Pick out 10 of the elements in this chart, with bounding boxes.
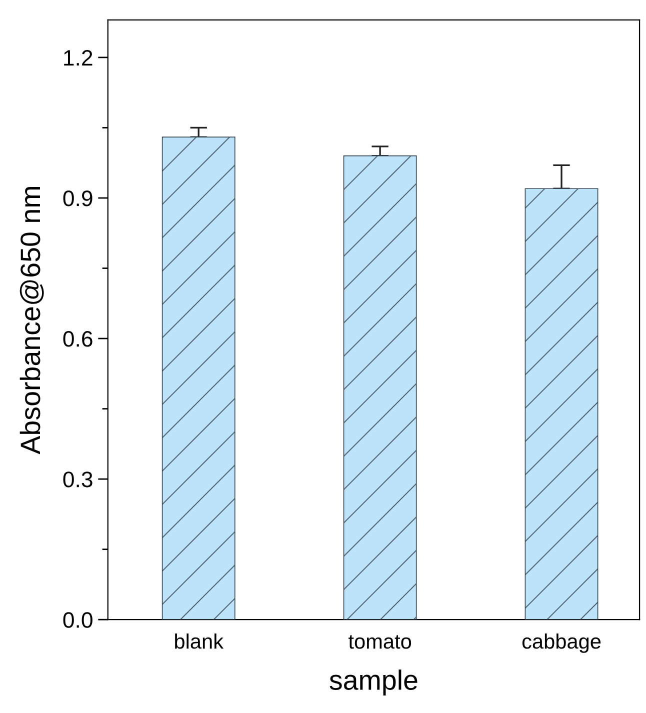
x-tick-label: tomato bbox=[348, 635, 412, 649]
y-tick-label: 0.0 bbox=[63, 612, 92, 628]
x-tick-label: blank bbox=[175, 633, 224, 649]
y-tick-label: 0.6 bbox=[63, 331, 92, 347]
y-tick-label: 1.2 bbox=[64, 50, 92, 66]
y-tick-label: 0.3 bbox=[63, 472, 92, 488]
y-tick-label: 0.9 bbox=[63, 190, 92, 206]
x-tick-label: cabbage bbox=[522, 633, 601, 653]
x-axis-title: sample bbox=[330, 670, 418, 696]
y-axis-title: Absorbance@650 nm bbox=[20, 187, 44, 454]
